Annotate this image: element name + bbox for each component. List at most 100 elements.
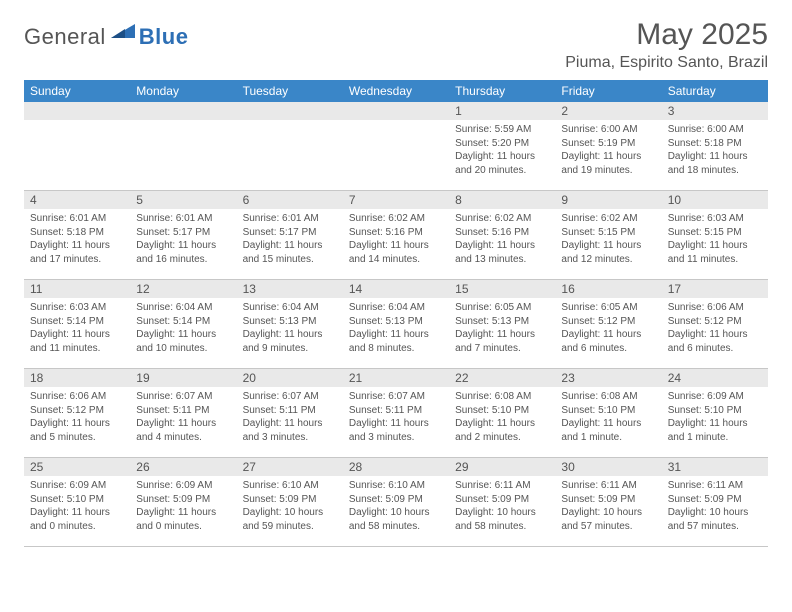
brand-triangle-icon (111, 22, 137, 45)
daylight-line-2: and 7 minutes. (455, 342, 549, 356)
day-number: 9 (555, 191, 661, 209)
day-body: Sunrise: 6:04 AMSunset: 5:13 PMDaylight:… (237, 298, 343, 359)
daylight-line-2: and 3 minutes. (243, 431, 337, 445)
week-row: 1Sunrise: 5:59 AMSunset: 5:20 PMDaylight… (24, 102, 768, 191)
day-number: 16 (555, 280, 661, 298)
day-number: 7 (343, 191, 449, 209)
day-number: 11 (24, 280, 130, 298)
daylight-line-2: and 20 minutes. (455, 164, 549, 178)
day-body (130, 120, 236, 127)
daylight-line-1: Daylight: 11 hours (668, 150, 762, 164)
dow-wednesday: Wednesday (343, 80, 449, 102)
sunset-line: Sunset: 5:15 PM (561, 226, 655, 240)
day-number: 18 (24, 369, 130, 387)
day-number: 31 (662, 458, 768, 476)
day-cell: 30Sunrise: 6:11 AMSunset: 5:09 PMDayligh… (555, 458, 661, 546)
day-cell: 26Sunrise: 6:09 AMSunset: 5:09 PMDayligh… (130, 458, 236, 546)
dow-monday: Monday (130, 80, 236, 102)
header: General Blue May 2025 Piuma, Espirito Sa… (24, 18, 768, 72)
dow-sunday: Sunday (24, 80, 130, 102)
day-number: 3 (662, 102, 768, 120)
daylight-line-1: Daylight: 11 hours (561, 417, 655, 431)
day-body: Sunrise: 6:09 AMSunset: 5:10 PMDaylight:… (24, 476, 130, 537)
sunset-line: Sunset: 5:17 PM (136, 226, 230, 240)
sunset-line: Sunset: 5:20 PM (455, 137, 549, 151)
day-cell: 1Sunrise: 5:59 AMSunset: 5:20 PMDaylight… (449, 102, 555, 190)
day-cell: 19Sunrise: 6:07 AMSunset: 5:11 PMDayligh… (130, 369, 236, 457)
day-body (24, 120, 130, 127)
sunset-line: Sunset: 5:10 PM (561, 404, 655, 418)
day-body: Sunrise: 6:06 AMSunset: 5:12 PMDaylight:… (24, 387, 130, 448)
day-cell: 8Sunrise: 6:02 AMSunset: 5:16 PMDaylight… (449, 191, 555, 279)
day-cell (237, 102, 343, 190)
sunrise-line: Sunrise: 6:00 AM (668, 123, 762, 137)
day-cell: 6Sunrise: 6:01 AMSunset: 5:17 PMDaylight… (237, 191, 343, 279)
daylight-line-2: and 9 minutes. (243, 342, 337, 356)
day-cell: 11Sunrise: 6:03 AMSunset: 5:14 PMDayligh… (24, 280, 130, 368)
day-number: 22 (449, 369, 555, 387)
day-number: 14 (343, 280, 449, 298)
sunset-line: Sunset: 5:15 PM (668, 226, 762, 240)
day-number (24, 102, 130, 120)
day-body: Sunrise: 6:01 AMSunset: 5:17 PMDaylight:… (130, 209, 236, 270)
sunrise-line: Sunrise: 6:02 AM (349, 212, 443, 226)
sunset-line: Sunset: 5:19 PM (561, 137, 655, 151)
day-cell: 13Sunrise: 6:04 AMSunset: 5:13 PMDayligh… (237, 280, 343, 368)
sunrise-line: Sunrise: 6:11 AM (455, 479, 549, 493)
sunset-line: Sunset: 5:09 PM (349, 493, 443, 507)
brand-logo: General Blue (24, 24, 188, 50)
daylight-line-2: and 0 minutes. (30, 520, 124, 534)
sunrise-line: Sunrise: 6:03 AM (668, 212, 762, 226)
daylight-line-2: and 59 minutes. (243, 520, 337, 534)
sunset-line: Sunset: 5:11 PM (136, 404, 230, 418)
daylight-line-1: Daylight: 10 hours (668, 506, 762, 520)
daylight-line-2: and 10 minutes. (136, 342, 230, 356)
day-body: Sunrise: 6:02 AMSunset: 5:16 PMDaylight:… (343, 209, 449, 270)
day-number: 29 (449, 458, 555, 476)
day-body (343, 120, 449, 127)
daylight-line-1: Daylight: 10 hours (561, 506, 655, 520)
day-number: 13 (237, 280, 343, 298)
day-body: Sunrise: 6:05 AMSunset: 5:12 PMDaylight:… (555, 298, 661, 359)
day-number: 19 (130, 369, 236, 387)
daylight-line-2: and 0 minutes. (136, 520, 230, 534)
sunrise-line: Sunrise: 6:01 AM (243, 212, 337, 226)
daylight-line-1: Daylight: 11 hours (136, 506, 230, 520)
dow-saturday: Saturday (662, 80, 768, 102)
daylight-line-2: and 13 minutes. (455, 253, 549, 267)
day-body: Sunrise: 6:02 AMSunset: 5:16 PMDaylight:… (449, 209, 555, 270)
day-number: 1 (449, 102, 555, 120)
day-cell: 28Sunrise: 6:10 AMSunset: 5:09 PMDayligh… (343, 458, 449, 546)
sunset-line: Sunset: 5:14 PM (136, 315, 230, 329)
daylight-line-1: Daylight: 11 hours (349, 417, 443, 431)
day-body: Sunrise: 6:09 AMSunset: 5:09 PMDaylight:… (130, 476, 236, 537)
daylight-line-1: Daylight: 10 hours (455, 506, 549, 520)
daylight-line-2: and 15 minutes. (243, 253, 337, 267)
daylight-line-2: and 6 minutes. (561, 342, 655, 356)
daylight-line-2: and 58 minutes. (349, 520, 443, 534)
day-number: 27 (237, 458, 343, 476)
sunrise-line: Sunrise: 6:05 AM (561, 301, 655, 315)
sunset-line: Sunset: 5:10 PM (30, 493, 124, 507)
week-row: 18Sunrise: 6:06 AMSunset: 5:12 PMDayligh… (24, 369, 768, 458)
sunrise-line: Sunrise: 6:04 AM (243, 301, 337, 315)
day-number: 5 (130, 191, 236, 209)
day-cell: 14Sunrise: 6:04 AMSunset: 5:13 PMDayligh… (343, 280, 449, 368)
daylight-line-1: Daylight: 11 hours (30, 417, 124, 431)
day-body: Sunrise: 6:09 AMSunset: 5:10 PMDaylight:… (662, 387, 768, 448)
daylight-line-2: and 1 minute. (561, 431, 655, 445)
day-cell: 17Sunrise: 6:06 AMSunset: 5:12 PMDayligh… (662, 280, 768, 368)
daylight-line-1: Daylight: 11 hours (561, 239, 655, 253)
day-cell: 9Sunrise: 6:02 AMSunset: 5:15 PMDaylight… (555, 191, 661, 279)
day-cell: 7Sunrise: 6:02 AMSunset: 5:16 PMDaylight… (343, 191, 449, 279)
day-cell: 5Sunrise: 6:01 AMSunset: 5:17 PMDaylight… (130, 191, 236, 279)
sunrise-line: Sunrise: 6:00 AM (561, 123, 655, 137)
sunrise-line: Sunrise: 6:04 AM (349, 301, 443, 315)
day-number: 4 (24, 191, 130, 209)
daylight-line-1: Daylight: 11 hours (668, 239, 762, 253)
day-cell: 20Sunrise: 6:07 AMSunset: 5:11 PMDayligh… (237, 369, 343, 457)
daylight-line-2: and 17 minutes. (30, 253, 124, 267)
day-cell: 4Sunrise: 6:01 AMSunset: 5:18 PMDaylight… (24, 191, 130, 279)
day-body: Sunrise: 6:06 AMSunset: 5:12 PMDaylight:… (662, 298, 768, 359)
daylight-line-1: Daylight: 11 hours (668, 328, 762, 342)
